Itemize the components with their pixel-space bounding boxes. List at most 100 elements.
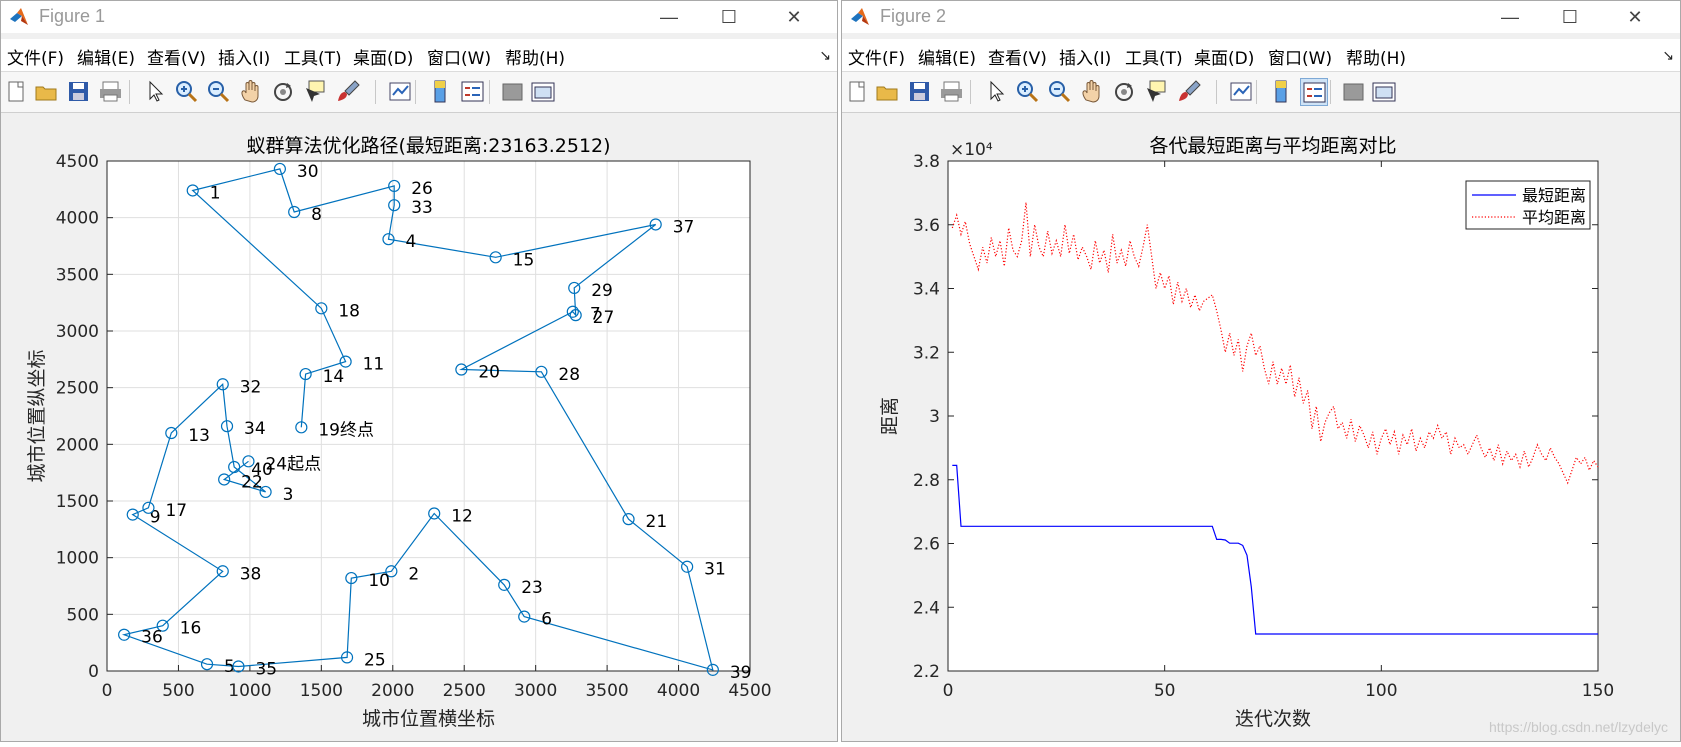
show-plot-tools-button[interactable] [1370,78,1398,106]
save-button[interactable] [906,78,934,106]
open-file-icon [876,86,898,101]
city-label-29: 29 [591,281,613,301]
city-label-4: 4 [405,232,416,252]
new-figure-button[interactable] [3,78,31,106]
background-strip [0,742,838,747]
y-axis-label: 距离 [879,397,901,435]
legend-button[interactable] [1300,78,1328,106]
print-icon [100,81,121,102]
route-chart[interactable]: 0 500 1000 1500 2000 2500 3000 3500 4000 4500 0 500… [1,113,837,741]
zoom-in-button[interactable] [1014,78,1042,106]
city-marker-13 [165,426,178,440]
y-tick-label: 3.6 [913,216,940,236]
menu-insert[interactable]: 插入(I) [218,49,271,69]
menu-desktop[interactable]: 桌面(D) [353,49,414,69]
menu-help[interactable]: 帮助(H) [1346,49,1407,69]
pan-button[interactable] [1078,78,1106,106]
menu-view[interactable]: 查看(V) [147,49,206,69]
brush-icon [1179,80,1201,101]
menu-edit[interactable]: 编辑(E) [77,49,136,69]
data-cursor-button[interactable] [301,78,329,106]
y-tick-label: 2.8 [913,471,940,491]
convergence-chart[interactable]: 0 50 100 150 2.2 2.4 2.6 2.8 3 3.2 3.4 3.6 3.8 各代最短距离… [842,113,1680,741]
colorbar-button[interactable] [427,78,455,106]
menu-help[interactable]: 帮助(H) [505,49,566,69]
y-tick-label: 4500 [56,152,99,172]
new-figure-button[interactable] [844,78,872,106]
city-marker-39 [706,663,719,676]
pointer-icon [990,80,1005,102]
city-marker-24 [242,455,255,468]
dock-arrow-icon[interactable]: ↘ [1662,47,1674,63]
open-file-button[interactable] [874,78,902,106]
menu-view[interactable]: 查看(V) [988,49,1047,69]
save-icon [910,82,929,101]
title-bar[interactable]: Figure 1 — ☐ ✕ [1,1,837,33]
zoom-in-button[interactable] [173,78,201,106]
minimize-button[interactable]: — [1501,7,1519,27]
link-plot-button[interactable] [1228,78,1256,106]
minimize-button[interactable]: — [660,7,678,27]
hide-plot-tools-button[interactable] [499,78,527,106]
x-axis-label: 城市位置横坐标 [362,708,495,730]
menu-window[interactable]: 窗口(W) [427,49,492,69]
city-label-17: 17 [165,501,187,521]
city-label-34: 34 [244,419,266,439]
menu-window[interactable]: 窗口(W) [1268,49,1333,69]
rotate-button[interactable] [269,78,297,106]
maximize-button[interactable]: ☐ [1561,7,1579,27]
city-marker-16 [156,619,169,632]
y-tick-label: 2.6 [913,535,940,555]
menu-tools[interactable]: 工具(T) [1125,49,1183,69]
city-label-12: 12 [451,506,473,526]
menu-insert[interactable]: 插入(I) [1059,49,1112,69]
save-button[interactable] [65,78,93,106]
zoom-out-button[interactable] [1046,78,1074,106]
save-icon [69,82,88,101]
close-button[interactable]: ✕ [786,7,802,27]
rotate-button[interactable] [1110,78,1138,106]
city-marker-5 [200,658,214,671]
city-label-28: 28 [558,365,580,385]
print-button[interactable] [97,78,125,106]
dock-arrow-icon[interactable]: ↘ [819,47,831,63]
pointer-button[interactable] [982,78,1010,106]
x-tick-label: 0 [102,681,113,701]
colorbar-button[interactable] [1268,78,1296,106]
menu-file[interactable]: 文件(F) [7,49,65,69]
watermark: https://blog.csdn.net/lzydelyc [1489,719,1668,735]
y-tick-label: 500 [67,605,99,625]
y-tick-label: 3500 [56,265,99,285]
pan-button[interactable] [237,78,265,106]
menu-file[interactable]: 文件(F) [848,49,906,69]
hide-plot-tools-button[interactable] [1340,78,1368,106]
title-bar[interactable]: Figure 2 — ☐ ✕ [842,1,1680,33]
open-file-button[interactable] [33,78,61,106]
y-tick-label: 2.2 [913,662,940,682]
x-tick-label: 50 [1154,681,1176,701]
matlab-logo-icon [10,8,28,25]
menu-desktop[interactable]: 桌面(D) [1194,49,1255,69]
maximize-button[interactable]: ☐ [720,7,738,27]
brush-button[interactable] [335,78,363,106]
menu-edit[interactable]: 编辑(E) [918,49,977,69]
brush-button[interactable] [1176,78,1204,106]
zoom-out-button[interactable] [205,78,233,106]
legend-button[interactable] [459,78,487,106]
city-marker-31 [681,560,694,573]
y-axis-label: 城市位置纵坐标 [26,349,48,482]
pointer-button[interactable] [141,78,169,106]
city-marker-29 [568,281,581,295]
city-marker-11 [339,355,352,368]
print-button[interactable] [938,78,966,106]
y-tick-label: 0 [88,662,99,682]
menu-tools[interactable]: 工具(T) [284,49,342,69]
show-plot-tools-icon [531,82,555,102]
link-plot-button[interactable] [387,78,415,106]
show-plot-tools-button[interactable] [529,78,557,106]
city-marker-35 [232,660,245,673]
x-tick-label: 4500 [728,681,771,701]
close-button[interactable]: ✕ [1627,7,1643,27]
data-cursor-button[interactable] [1142,78,1170,106]
